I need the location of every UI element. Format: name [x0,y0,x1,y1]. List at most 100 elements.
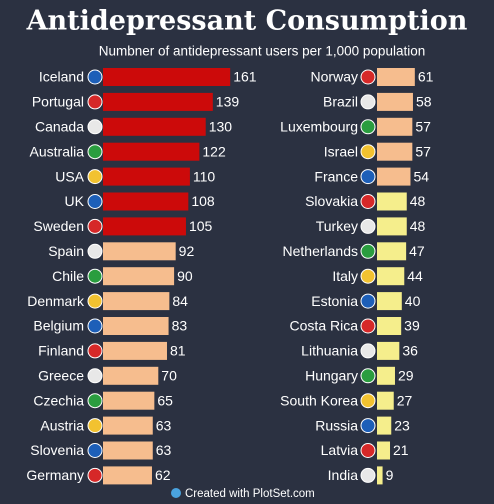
bar [377,317,402,335]
category-label: Hungary [305,368,358,384]
bar [103,416,153,435]
value-label: 29 [398,368,414,384]
bar [103,267,175,286]
category-label: Slovakia [305,193,358,209]
flag-icon [87,418,103,434]
flag-icon [360,69,376,85]
category-label: Czechia [33,392,84,408]
category-label: Lithuania [301,343,358,359]
category-label: USA [55,168,84,184]
category-label: Brazil [323,94,358,110]
bar [377,267,405,286]
value-label: 84 [172,293,188,309]
bar [103,192,189,211]
bar [377,92,413,111]
flag-icon [360,169,376,185]
flag-icon [360,94,376,110]
value-label: 58 [416,94,432,110]
chart-title: Antidepressant Consumption [26,6,468,37]
flag-icon [360,318,376,334]
value-label: 139 [216,94,240,110]
category-label: Sweden [33,218,84,234]
bar [377,466,383,485]
flag-icon [87,119,103,135]
value-label: 92 [179,243,195,259]
category-label: Costa Rica [290,318,359,334]
value-label: 62 [155,467,171,483]
category-label: Portugal [32,94,84,110]
flag-icon [87,443,103,458]
flag-icon [360,418,376,434]
bar [103,441,153,460]
category-label: Latvia [321,442,359,458]
category-label: Slovenia [30,442,84,458]
bar [377,167,411,186]
bar [103,466,152,485]
category-label: Germany [26,467,84,483]
bar [377,68,415,86]
category-label: Austria [40,417,84,433]
bar [377,441,391,460]
flag-icon [87,343,103,359]
category-label: Russia [315,417,358,433]
flag-icon [360,293,376,309]
flag-icon [87,467,103,483]
flag-icon [360,343,376,359]
value-label: 54 [413,168,429,184]
flag-icon [360,368,376,384]
bar [103,92,213,111]
value-label: 122 [202,143,226,159]
value-label: 57 [415,143,431,159]
bar [377,242,407,261]
value-label: 61 [418,69,434,85]
flag-icon [87,368,103,384]
value-label: 65 [157,392,173,408]
flag-icon [360,393,376,409]
flag-icon [360,194,376,209]
value-label: 110 [193,168,216,184]
bar [103,167,190,186]
bar [103,366,159,385]
category-label: Luxembourg [280,119,358,135]
category-label: Iceland [39,69,84,85]
bar [103,391,155,410]
value-label: 9 [386,467,394,483]
category-label: Spain [48,243,84,259]
category-label: Australia [30,143,85,159]
flag-icon [87,94,103,110]
bar [377,416,392,435]
value-label: 81 [170,343,186,359]
flag-icon [87,243,103,259]
value-label: 105 [189,218,213,234]
category-label: South Korea [280,392,358,408]
category-label: Finland [38,343,84,359]
category-label: Israel [324,143,358,159]
bar [377,292,402,311]
chart-subtitle: Numbner of antidepressant users per 1,00… [99,44,425,59]
category-label: Norway [311,69,358,85]
value-label: 40 [405,293,421,309]
flag-icon [87,218,103,234]
category-label: Netherlands [283,243,359,259]
flag-icon [87,268,103,284]
value-label: 90 [177,268,193,284]
bar [377,117,413,136]
flag-icon [87,293,103,309]
value-label: 83 [172,318,188,334]
value-label: 47 [409,243,425,259]
category-label: UK [65,193,85,209]
bar [377,391,394,410]
flag-icon [360,144,376,160]
category-label: Turkey [316,218,358,234]
value-label: 39 [404,318,420,334]
flag-icon [360,119,376,135]
value-label: 48 [410,193,426,209]
flag-icon [87,318,103,334]
bar [103,142,200,161]
value-label: 70 [161,368,177,384]
bar [377,366,395,385]
flag-icon [87,169,103,185]
bar [103,292,170,311]
category-label: France [314,168,358,184]
value-label: 108 [191,193,215,209]
